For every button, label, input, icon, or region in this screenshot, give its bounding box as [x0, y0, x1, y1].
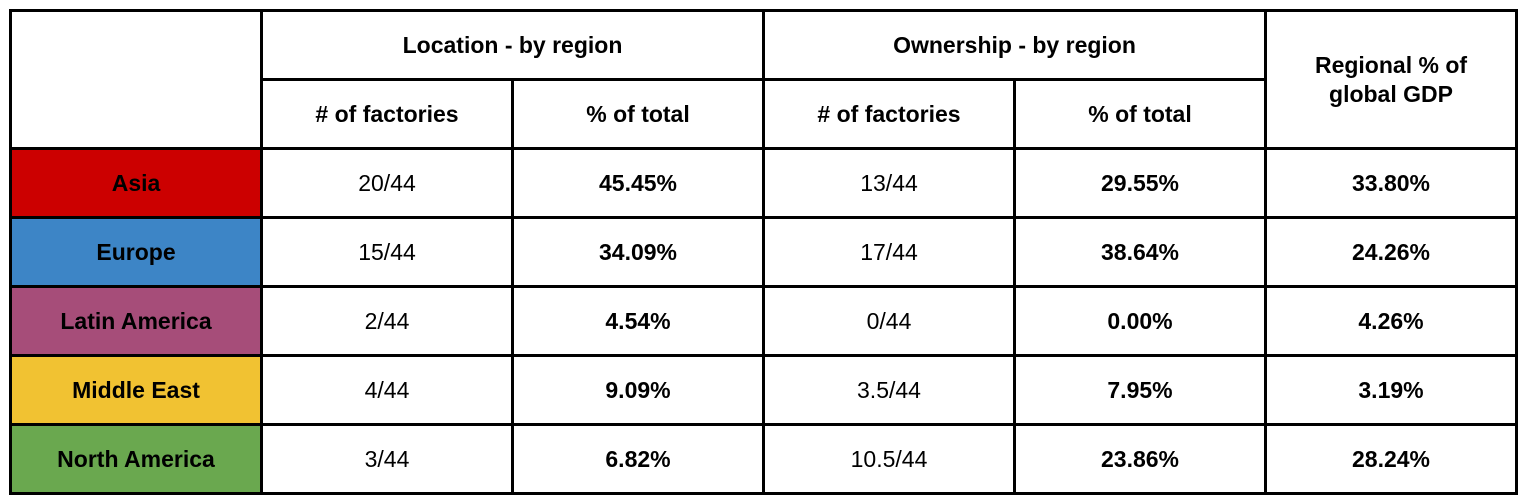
ownership-pct-cell: 29.55%	[1013, 147, 1267, 219]
table-row-asia: Asia 20/44 45.45% 13/44 29.55% 33.80%	[9, 147, 1518, 219]
location-count-cell: 4/44	[260, 354, 514, 426]
ownership-group-header: Ownership - by region	[762, 9, 1267, 81]
ownership-count-cell: 10.5/44	[762, 423, 1016, 495]
ownership-count-cell: 3.5/44	[762, 354, 1016, 426]
location-count-cell: 20/44	[260, 147, 514, 219]
ownership-pct-header: % of total	[1013, 78, 1267, 150]
table-row-europe: Europe 15/44 34.09% 17/44 38.64% 24.26%	[9, 216, 1518, 288]
header-row-sub: # of factories % of total # of factories…	[11, 78, 1517, 150]
location-count-cell: 15/44	[260, 216, 514, 288]
table-row-north-america: North America 3/44 6.82% 10.5/44 23.86% …	[9, 423, 1518, 495]
region-label: Europe	[9, 216, 263, 288]
corner-cell	[9, 9, 263, 150]
location-pct-cell: 34.09%	[511, 216, 765, 288]
region-label: Middle East	[9, 354, 263, 426]
location-count-cell: 2/44	[260, 285, 514, 357]
gdp-cell: 24.26%	[1264, 216, 1518, 288]
region-label: Asia	[9, 147, 263, 219]
ownership-count-header: # of factories	[762, 78, 1016, 150]
ownership-count-cell: 0/44	[762, 285, 1016, 357]
location-count-cell: 3/44	[260, 423, 514, 495]
ownership-pct-cell: 38.64%	[1013, 216, 1267, 288]
ownership-count-cell: 17/44	[762, 216, 1016, 288]
gdp-cell: 3.19%	[1264, 354, 1518, 426]
gdp-column-header: Regional % of global GDP	[1264, 9, 1518, 150]
location-pct-cell: 4.54%	[511, 285, 765, 357]
gdp-cell: 28.24%	[1264, 423, 1518, 495]
location-group-header: Location - by region	[260, 9, 765, 81]
location-pct-header: % of total	[511, 78, 765, 150]
location-count-header: # of factories	[260, 78, 514, 150]
location-pct-cell: 6.82%	[511, 423, 765, 495]
region-label: Latin America	[9, 285, 263, 357]
table-row-latin-america: Latin America 2/44 4.54% 0/44 0.00% 4.26…	[9, 285, 1518, 357]
region-label: North America	[9, 423, 263, 495]
ownership-count-cell: 13/44	[762, 147, 1016, 219]
location-pct-cell: 45.45%	[511, 147, 765, 219]
table-row-middle-east: Middle East 4/44 9.09% 3.5/44 7.95% 3.19…	[9, 354, 1518, 426]
ownership-pct-cell: 0.00%	[1013, 285, 1267, 357]
factories-by-region-table: Location - by region Ownership - by regi…	[9, 9, 1518, 495]
ownership-pct-cell: 7.95%	[1013, 354, 1267, 426]
ownership-pct-cell: 23.86%	[1013, 423, 1267, 495]
header-row-groups: Location - by region Ownership - by regi…	[9, 9, 1518, 150]
gdp-cell: 33.80%	[1264, 147, 1518, 219]
location-pct-cell: 9.09%	[511, 354, 765, 426]
gdp-cell: 4.26%	[1264, 285, 1518, 357]
